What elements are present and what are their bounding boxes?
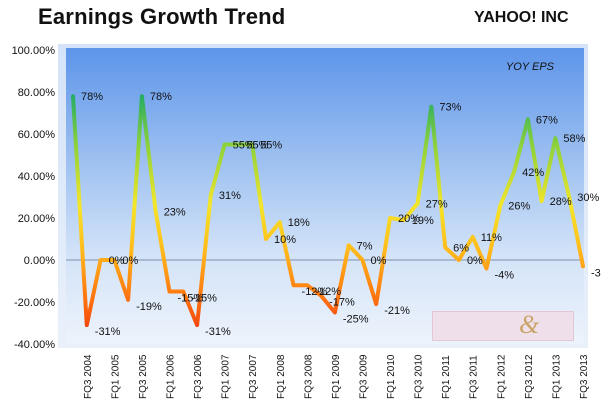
series-label: YOY EPS (506, 61, 555, 73)
x-tick-label: FQ1 2006 (165, 354, 176, 399)
x-tick-label: FQ1 2010 (386, 354, 397, 399)
x-tick-label: FQ1 2012 (496, 354, 507, 399)
data-label: 19% (412, 215, 434, 227)
chart-title: Earnings Growth Trend (38, 4, 286, 29)
data-label: -21% (384, 305, 410, 317)
watermark-logo: & (432, 310, 574, 341)
data-label: 58% (563, 133, 585, 145)
y-tick-label: 40.00% (18, 171, 56, 183)
data-label: -17% (329, 297, 355, 309)
x-tick-label: FQ3 2005 (138, 354, 149, 399)
data-label: -25% (343, 314, 369, 326)
data-label: -15% (191, 293, 217, 305)
y-tick-label: 60.00% (18, 129, 56, 141)
data-label: 42% (522, 167, 544, 179)
x-tick-label: FQ3 2004 (83, 354, 94, 399)
data-label: -31% (205, 326, 231, 338)
data-label: -3% (591, 267, 601, 279)
data-label: 78% (150, 91, 172, 103)
data-label: 18% (288, 217, 310, 229)
data-label: 0% (122, 255, 138, 267)
data-label: 0% (370, 255, 386, 267)
data-label: 26% (508, 200, 530, 212)
x-tick-label: FQ1 2011 (441, 355, 452, 399)
data-label: 20% (398, 213, 420, 225)
data-label: 55% (260, 140, 282, 152)
data-label: 6% (453, 242, 469, 254)
y-tick-label: 100.00% (12, 45, 56, 57)
x-tick-label: FQ3 2011 (469, 355, 480, 399)
series-line-yoy-eps (71, 94, 585, 328)
y-tick-label: 0.00% (24, 255, 55, 267)
data-label: 30% (577, 192, 599, 204)
data-label: 78% (81, 91, 103, 103)
y-tick-label: -40.00% (14, 339, 55, 351)
company-name: YAHOO! INC (474, 9, 569, 26)
data-label: 27% (426, 198, 448, 210)
x-tick-label: FQ3 2008 (303, 354, 314, 399)
x-tick-label: FQ1 2008 (276, 354, 287, 399)
x-tick-label: FQ1 2005 (110, 354, 121, 399)
data-label: 28% (550, 196, 572, 208)
data-label: -12% (315, 286, 341, 298)
data-label: 55% (246, 140, 268, 152)
data-label: 0% (467, 255, 483, 267)
data-label: -19% (136, 301, 162, 313)
data-label: 10% (274, 234, 296, 246)
data-label: 11% (481, 232, 502, 244)
x-tick-label: FQ3 2012 (524, 354, 535, 399)
y-tick-label: 20.00% (18, 213, 56, 225)
x-tick-label: FQ3 2006 (193, 354, 204, 399)
x-tick-label: FQ3 2013 (579, 354, 590, 399)
data-label: -31% (95, 326, 121, 338)
watermark-ampersand: & (519, 310, 540, 339)
data-label: -12% (302, 286, 328, 298)
data-label: -15% (177, 293, 203, 305)
data-label: 67% (536, 114, 558, 126)
x-tick-label: FQ1 2009 (331, 354, 342, 399)
data-label: 73% (439, 102, 461, 114)
data-label: -4% (495, 269, 515, 281)
x-tick-label: FQ3 2009 (358, 354, 369, 399)
x-tick-label: FQ3 2007 (248, 354, 259, 399)
data-label: 55% (233, 140, 255, 152)
data-label: 0% (109, 255, 125, 267)
data-label: 7% (357, 240, 373, 252)
y-tick-label: 80.00% (18, 87, 56, 99)
y-tick-label: -20.00% (14, 297, 55, 309)
x-tick-label: FQ1 2013 (551, 354, 562, 399)
data-label: 23% (164, 207, 186, 219)
x-tick-label: FQ3 2010 (414, 354, 425, 399)
data-label: 31% (219, 190, 241, 202)
x-tick-label: FQ1 2007 (221, 354, 232, 399)
